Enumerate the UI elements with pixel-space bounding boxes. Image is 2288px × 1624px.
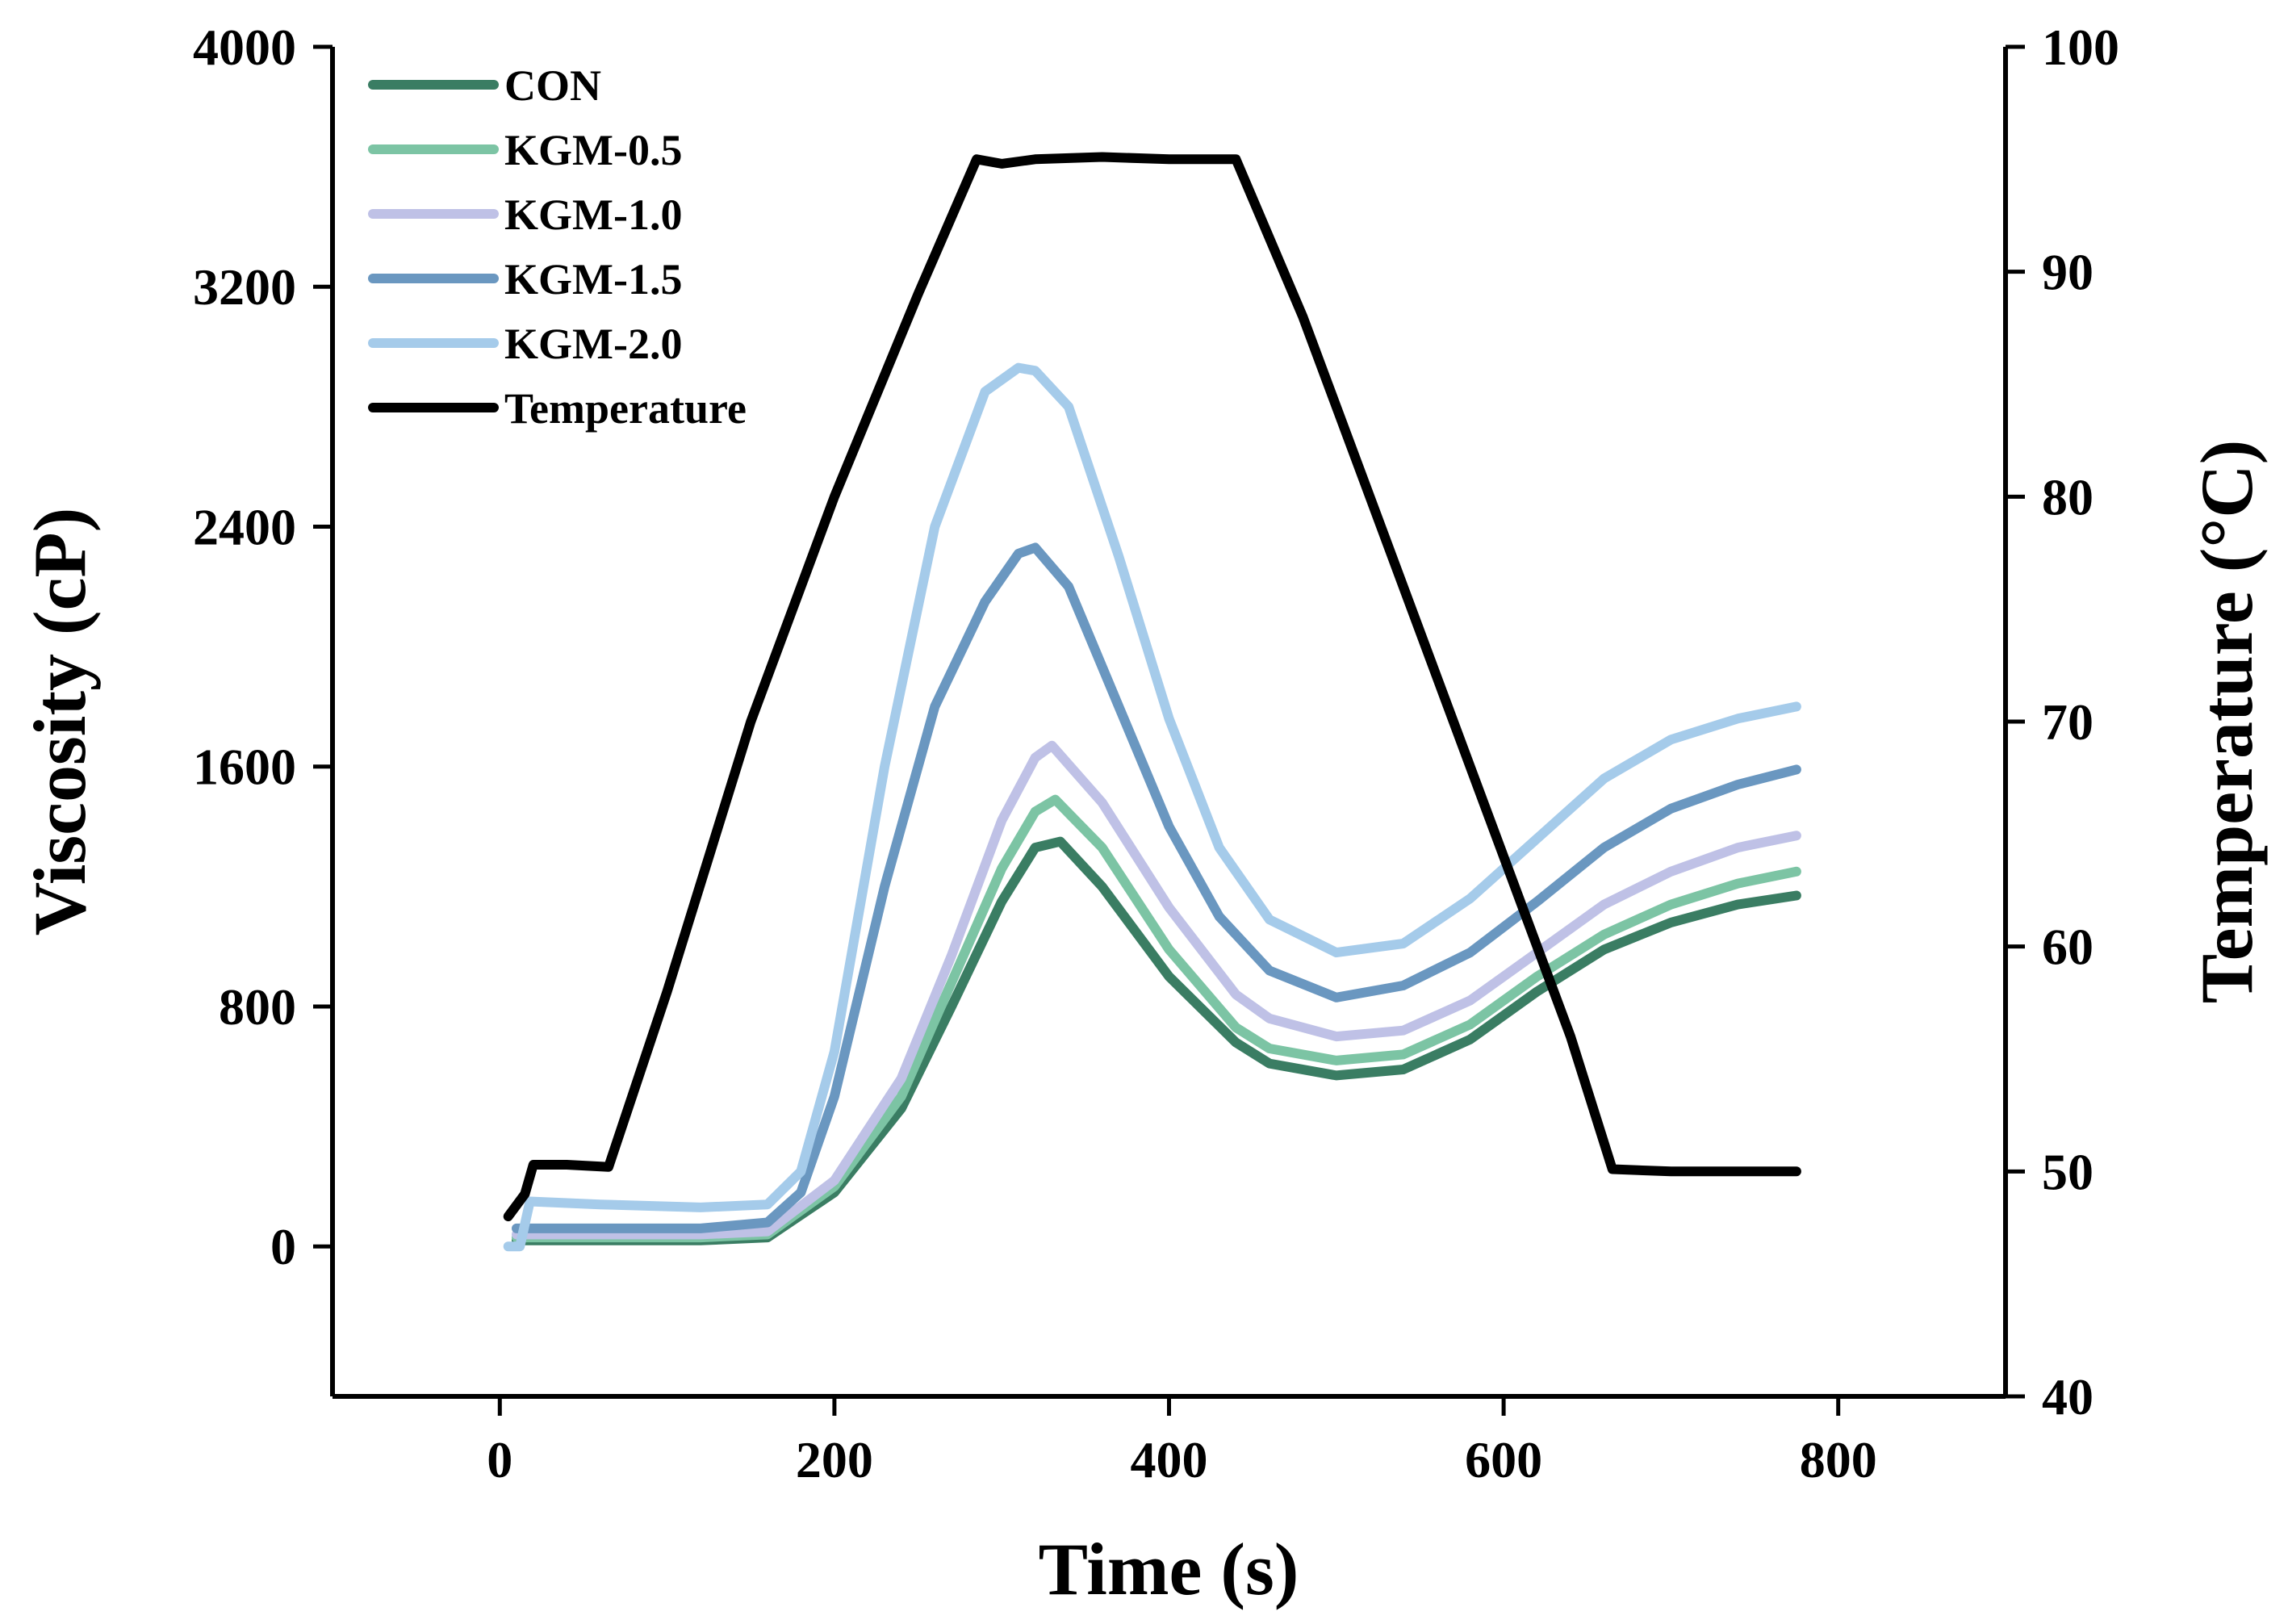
y-tick-label-0: 0 [270, 1218, 296, 1275]
x-tick-label-2: 400 [1131, 1431, 1208, 1488]
y2-tick-label-5: 90 [2042, 244, 2093, 301]
legend-label-kgm-2-0: KGM-2.0 [504, 320, 682, 368]
y-tick-label-5: 4000 [193, 19, 296, 76]
legend-label-kgm-1-5: KGM-1.5 [504, 255, 682, 303]
x-tick-label-4: 800 [1800, 1431, 1877, 1488]
legend-label-con: CON [504, 61, 601, 110]
x-tick-label-3: 600 [1465, 1431, 1542, 1488]
legend-label-kgm-1-0: KGM-1.0 [504, 190, 682, 239]
legend-label-temperature: Temperature [504, 384, 747, 433]
legend-label-kgm-0-5: KGM-0.5 [504, 126, 682, 174]
series-line-kgm-2-0 [503, 362, 1801, 1252]
y-tick-label-1: 800 [219, 978, 296, 1036]
series-line-kgm-1-5 [512, 542, 1801, 1233]
series-line-kgm-1-0 [512, 740, 1801, 1240]
x-tick-label-1: 200 [796, 1431, 873, 1488]
y2-tick-label-6: 100 [2042, 19, 2119, 76]
y2-axis-title: Temperature (°C) [2186, 440, 2268, 1004]
x-tick-label-0: 0 [487, 1431, 512, 1488]
y-tick-label-3: 2400 [193, 498, 296, 555]
series-line-temperature [503, 152, 1801, 1222]
y-axis-title: Viscosity (cP) [19, 508, 101, 936]
y-tick-label-4: 3200 [193, 258, 296, 316]
y2-tick-label-0: 40 [2042, 1368, 2093, 1425]
y2-tick-label-4: 80 [2042, 468, 2093, 525]
y-tick-label-2: 1600 [193, 739, 296, 796]
y2-tick-label-3: 70 [2042, 693, 2093, 751]
y2-tick-label-1: 50 [2042, 1143, 2093, 1200]
y2-tick-label-2: 60 [2042, 919, 2093, 976]
x-axis-title: Time (s) [1039, 1528, 1299, 1610]
